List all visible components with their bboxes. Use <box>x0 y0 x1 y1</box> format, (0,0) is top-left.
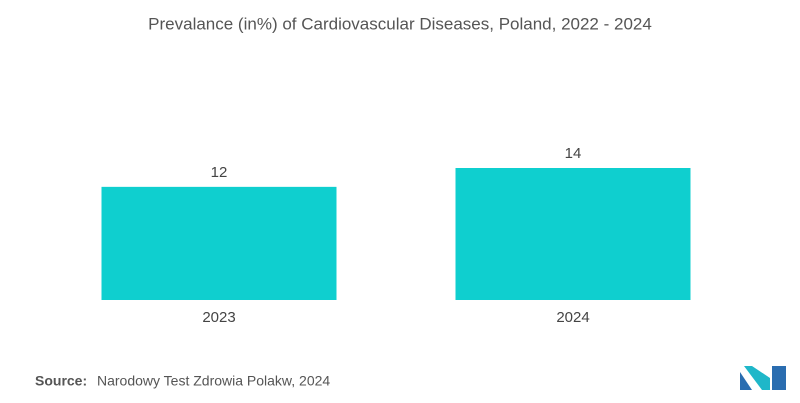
value-label: 12 <box>211 164 228 181</box>
source-text: Narodowy Test Zdrowia Polakw, 2024 <box>97 373 330 389</box>
logo <box>740 366 786 390</box>
value-label: 14 <box>565 145 582 162</box>
x-tick-label: 2024 <box>556 309 589 326</box>
chart-title: Prevalance (in%) of Cardiovascular Disea… <box>148 14 652 33</box>
bar <box>101 186 337 300</box>
x-tick-label: 2023 <box>202 309 235 326</box>
source-label: Source: <box>35 373 87 389</box>
bar <box>455 168 691 300</box>
